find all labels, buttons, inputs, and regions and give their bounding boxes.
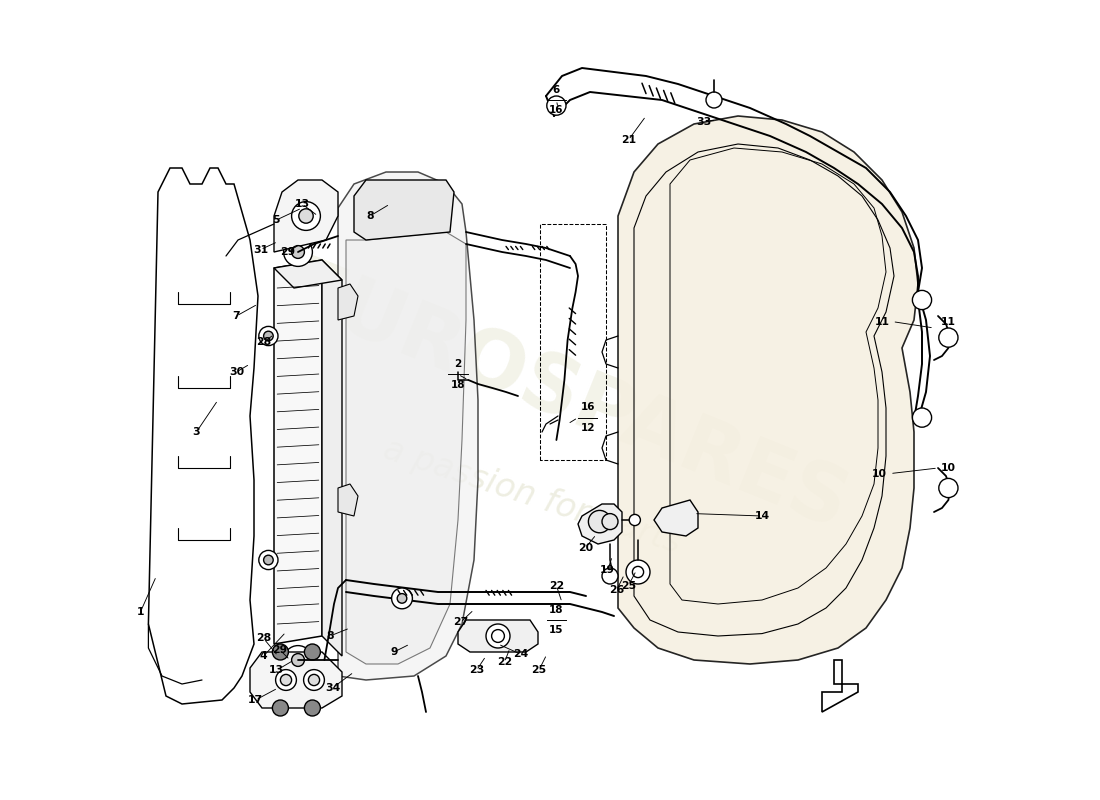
Polygon shape [338,172,478,680]
Circle shape [284,238,312,266]
Polygon shape [654,500,698,536]
Circle shape [602,568,618,584]
Polygon shape [338,284,358,320]
Text: 33: 33 [696,117,712,126]
Text: 28: 28 [256,338,272,347]
Circle shape [305,644,320,660]
Polygon shape [250,652,342,708]
Circle shape [706,92,722,108]
Text: EUROSPARES: EUROSPARES [276,252,859,548]
Circle shape [486,624,510,648]
Text: 15: 15 [549,626,563,635]
Polygon shape [618,116,918,664]
Text: 7: 7 [232,311,240,321]
Polygon shape [274,260,342,288]
Circle shape [276,670,296,690]
Text: 27: 27 [453,618,468,627]
Polygon shape [354,180,454,240]
Text: 26: 26 [608,586,624,595]
Circle shape [284,646,312,674]
Circle shape [264,331,273,341]
Circle shape [938,328,958,347]
Circle shape [392,588,412,609]
Polygon shape [338,484,358,516]
Text: 5: 5 [273,215,280,225]
Text: 3: 3 [192,427,200,437]
Polygon shape [578,504,621,544]
Circle shape [258,550,278,570]
Circle shape [912,290,932,310]
Text: 31: 31 [253,245,268,254]
Text: 23: 23 [469,666,484,675]
Text: 30: 30 [229,367,244,377]
Text: 29: 29 [280,247,295,257]
Text: 13: 13 [295,199,309,209]
Text: 28: 28 [256,634,272,643]
Circle shape [273,700,288,716]
Circle shape [938,478,958,498]
Circle shape [264,555,273,565]
Text: 9: 9 [390,647,398,657]
Circle shape [588,510,610,533]
Text: 16: 16 [549,106,563,115]
Text: 8: 8 [327,631,333,641]
Text: a passion for parts: a passion for parts [379,432,685,560]
Text: 19: 19 [601,566,615,575]
Polygon shape [274,180,338,252]
Text: 11: 11 [874,317,890,326]
Text: 25: 25 [620,581,636,590]
Circle shape [602,514,618,530]
Circle shape [292,246,305,258]
Text: 6: 6 [553,85,560,94]
Circle shape [629,514,640,526]
Circle shape [305,700,320,716]
Text: 16: 16 [581,402,595,412]
Circle shape [308,674,320,686]
Circle shape [547,96,567,115]
Circle shape [258,326,278,346]
Circle shape [292,202,320,230]
Text: 29: 29 [272,645,287,654]
Text: 34: 34 [324,683,340,693]
Text: 18: 18 [549,605,563,614]
Circle shape [273,644,288,660]
Text: 10: 10 [872,469,887,478]
Circle shape [397,594,407,603]
Text: 11: 11 [940,317,956,326]
Polygon shape [346,232,466,664]
Text: 20: 20 [578,543,593,553]
Text: 21: 21 [620,135,636,145]
Text: 17: 17 [248,695,263,705]
Circle shape [304,670,324,690]
Text: 10: 10 [940,463,956,473]
Text: 14: 14 [755,511,770,521]
Polygon shape [274,260,322,644]
Circle shape [626,560,650,584]
Text: 8: 8 [366,211,374,221]
Text: 22: 22 [549,581,564,590]
Text: 22: 22 [497,658,512,667]
Text: 4: 4 [260,651,267,661]
Circle shape [299,209,314,223]
Polygon shape [322,260,342,656]
Circle shape [280,674,292,686]
Text: 1: 1 [136,607,144,617]
Polygon shape [458,620,538,652]
Text: 18: 18 [451,380,465,390]
Text: 25: 25 [531,666,547,675]
Text: 24: 24 [514,650,529,659]
Circle shape [912,408,932,427]
Text: 12: 12 [581,423,595,433]
Text: 13: 13 [268,666,284,675]
Text: 2: 2 [454,359,462,369]
Circle shape [292,654,305,666]
